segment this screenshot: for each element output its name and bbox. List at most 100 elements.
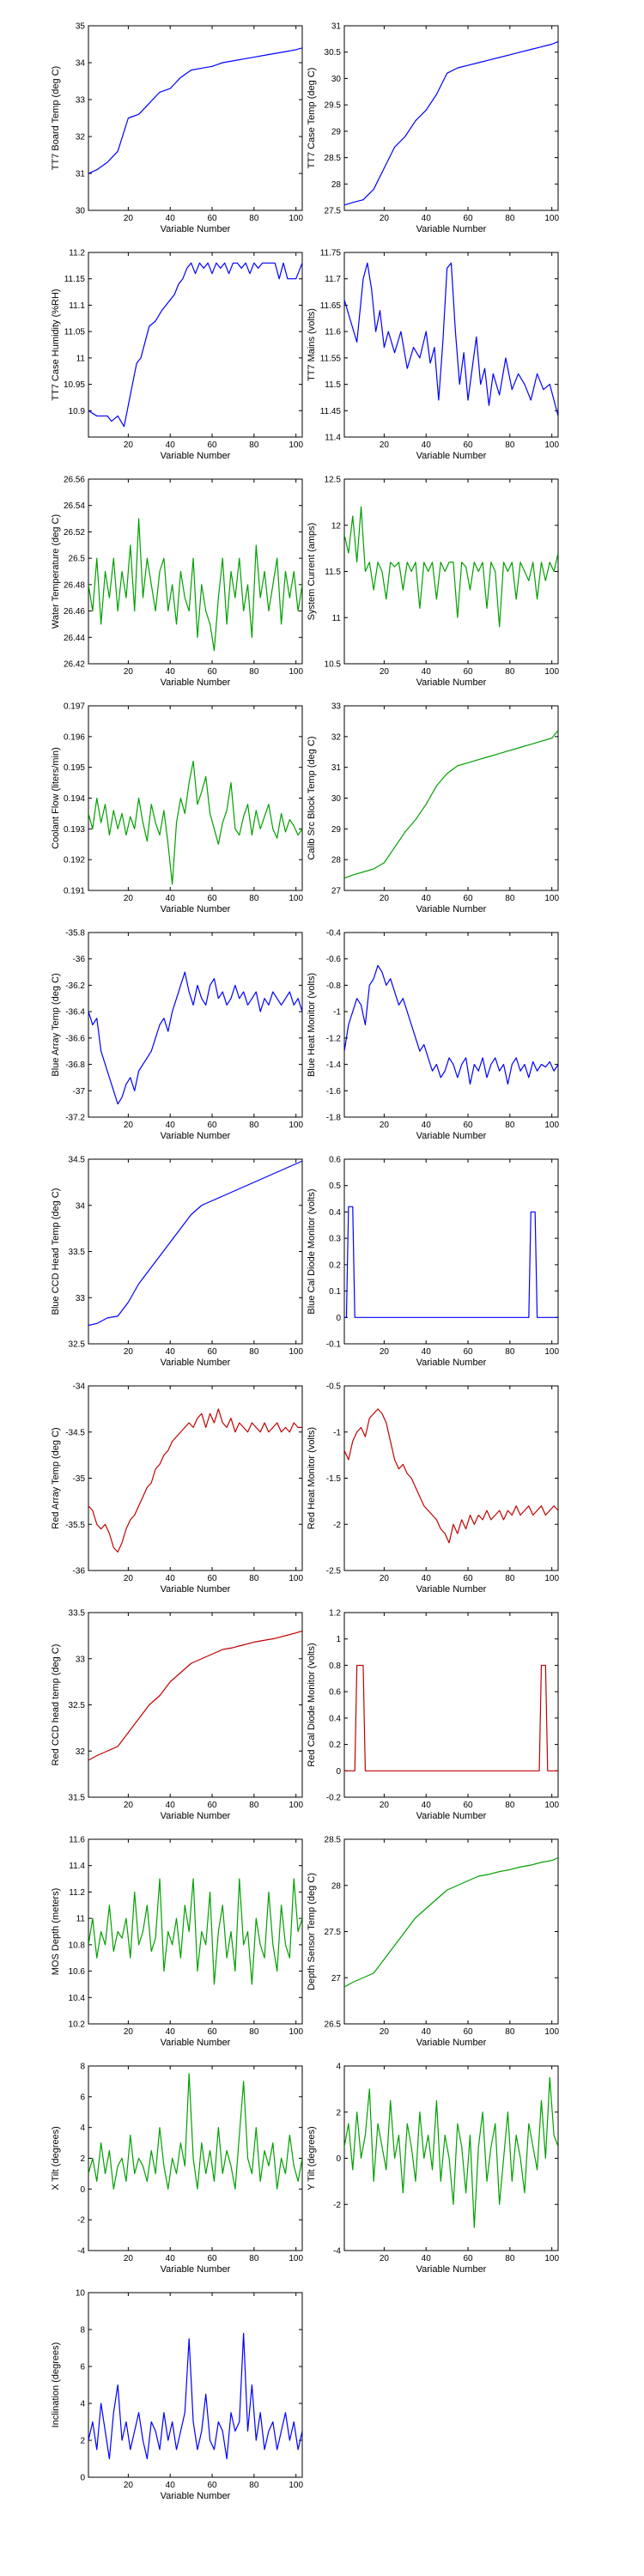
x-tick-label: 40: [422, 1347, 432, 1357]
x-axis-label: Variable Number: [161, 1811, 231, 1821]
y-tick-label: 28: [331, 856, 342, 866]
y-tick-label: -1: [333, 1428, 341, 1437]
y-tick-label: 35: [76, 22, 86, 32]
x-tick-label: 80: [505, 214, 515, 223]
y-tick-label: 0.195: [64, 763, 85, 773]
y-tick-label: 11.6: [69, 1836, 85, 1845]
x-tick-label: 60: [463, 667, 473, 677]
y-tick-label: 11.15: [64, 275, 86, 284]
plot-frame: [88, 1838, 303, 2025]
x-tick-label: 80: [249, 1801, 259, 1810]
y-axis-label: System Current (amps): [307, 523, 317, 621]
x-tick-label: 40: [422, 1121, 432, 1130]
x-tick-label: 100: [289, 440, 303, 450]
x-tick-label: 100: [289, 1574, 303, 1583]
y-tick-label: 26.52: [64, 528, 85, 538]
x-tick-label: 100: [544, 1574, 559, 1583]
x-tick-label: 80: [249, 667, 259, 677]
y-axis-label: Inclination (degrees): [51, 2342, 61, 2428]
x-tick-label: 80: [249, 2027, 259, 2037]
x-axis-label: Variable Number: [416, 1811, 487, 1821]
y-axis-label: Red Cal Diode Monitor (volts): [307, 1643, 317, 1766]
y-tick-label: 4: [80, 2400, 85, 2409]
series-line: [344, 1408, 558, 1544]
y-axis-label: TT7 Board Temp (deg C): [51, 66, 61, 170]
y-tick-label: 10: [76, 2289, 86, 2299]
y-tick-label: -0.2: [326, 1794, 342, 1803]
series-line: [344, 964, 558, 1085]
y-axis-label: Blue Cal Diode Monitor (volts): [307, 1188, 317, 1314]
y-tick-label: 11.6: [325, 328, 341, 337]
y-tick-label: 11.55: [320, 354, 342, 363]
x-tick-label: 20: [124, 894, 134, 903]
x-tick-label: 100: [289, 1801, 303, 1810]
x-axis-label: Variable Number: [416, 2038, 487, 2048]
y-tick-label: 31: [331, 22, 342, 32]
y-tick-label: 11: [76, 1915, 86, 1924]
y-tick-label: 0.194: [64, 794, 85, 804]
x-tick-label: 20: [124, 2027, 134, 2037]
y-tick-label: -1.4: [326, 1060, 342, 1070]
x-tick-label: 100: [544, 440, 559, 450]
y-tick-label: -35.8: [65, 929, 85, 939]
y-tick-label: 4: [80, 2123, 85, 2133]
y-tick-label: 0.196: [64, 732, 85, 742]
x-axis-label: Variable Number: [161, 2491, 231, 2501]
y-tick-label: 0.4: [329, 1208, 341, 1218]
y-axis-label: Red Heat Monitor (volts): [307, 1427, 317, 1529]
x-tick-label: 60: [207, 1574, 217, 1583]
y-tick-label: 28.5: [325, 154, 342, 163]
series-line: [88, 47, 302, 174]
x-tick-label: 100: [289, 894, 303, 903]
chart-panel-13: 20 40 60 80 100 -36 -35.5 -35 -34.5 -34 Variable N…: [51, 1382, 303, 1595]
y-tick-label: 1.2: [329, 1609, 341, 1619]
plot-frame: [343, 25, 559, 211]
y-tick-label: 10.9: [69, 407, 86, 416]
y-tick-label: 11.4: [325, 434, 341, 443]
x-tick-label: 80: [249, 1574, 259, 1583]
plot-frame: [343, 1838, 559, 2025]
x-tick-label: 80: [249, 440, 259, 450]
y-tick-label: -0.6: [326, 955, 342, 964]
y-tick-label: 30: [331, 794, 342, 804]
y-tick-label: -4: [333, 2247, 341, 2257]
y-tick-label: -1.2: [326, 1034, 342, 1043]
y-tick-label: -2: [77, 2216, 85, 2226]
x-tick-label: 40: [166, 2481, 176, 2490]
y-tick-label: 12: [331, 521, 342, 531]
x-tick-label: 60: [463, 1801, 473, 1810]
x-tick-label: 60: [463, 214, 473, 223]
series-line: [88, 1630, 302, 1761]
y-tick-label: 26.46: [64, 607, 85, 617]
y-tick-label: 11.1: [69, 301, 85, 311]
x-tick-label: 40: [422, 1574, 432, 1583]
y-tick-label: 26.44: [64, 634, 85, 643]
chart-panel-21: 20 40 60 80 100 0 2 4 6 8 10 Variable Number Inclina…: [51, 2289, 303, 2502]
y-tick-label: 33: [76, 1294, 86, 1303]
x-tick-label: 40: [422, 894, 432, 903]
series-line: [344, 1206, 558, 1318]
y-tick-label: 29.5: [325, 101, 342, 111]
y-tick-label: -37: [73, 1087, 86, 1097]
x-tick-label: 80: [505, 440, 515, 450]
x-tick-label: 80: [505, 1121, 515, 1130]
x-tick-label: 40: [166, 2254, 176, 2263]
series-line: [88, 1878, 302, 1985]
y-axis-label: Calib Src Block Temp (deg C): [307, 736, 317, 860]
x-tick-label: 40: [422, 214, 432, 223]
y-tick-label: 11.4: [69, 1862, 85, 1871]
y-tick-label: -1: [333, 1008, 341, 1018]
x-tick-label: 100: [289, 667, 303, 677]
x-tick-label: 60: [207, 214, 217, 223]
x-tick-label: 40: [422, 2254, 432, 2263]
x-tick-label: 40: [166, 894, 176, 903]
x-axis-label: Variable Number: [416, 224, 487, 234]
x-tick-label: 40: [422, 1801, 432, 1810]
y-tick-label: 27: [331, 1974, 342, 1984]
x-tick-label: 80: [505, 667, 515, 677]
x-tick-label: 20: [124, 440, 134, 450]
plot-frame: [88, 1612, 303, 1798]
x-tick-label: 100: [544, 894, 559, 903]
x-tick-label: 20: [380, 2254, 390, 2263]
y-tick-label: 27: [331, 887, 342, 896]
